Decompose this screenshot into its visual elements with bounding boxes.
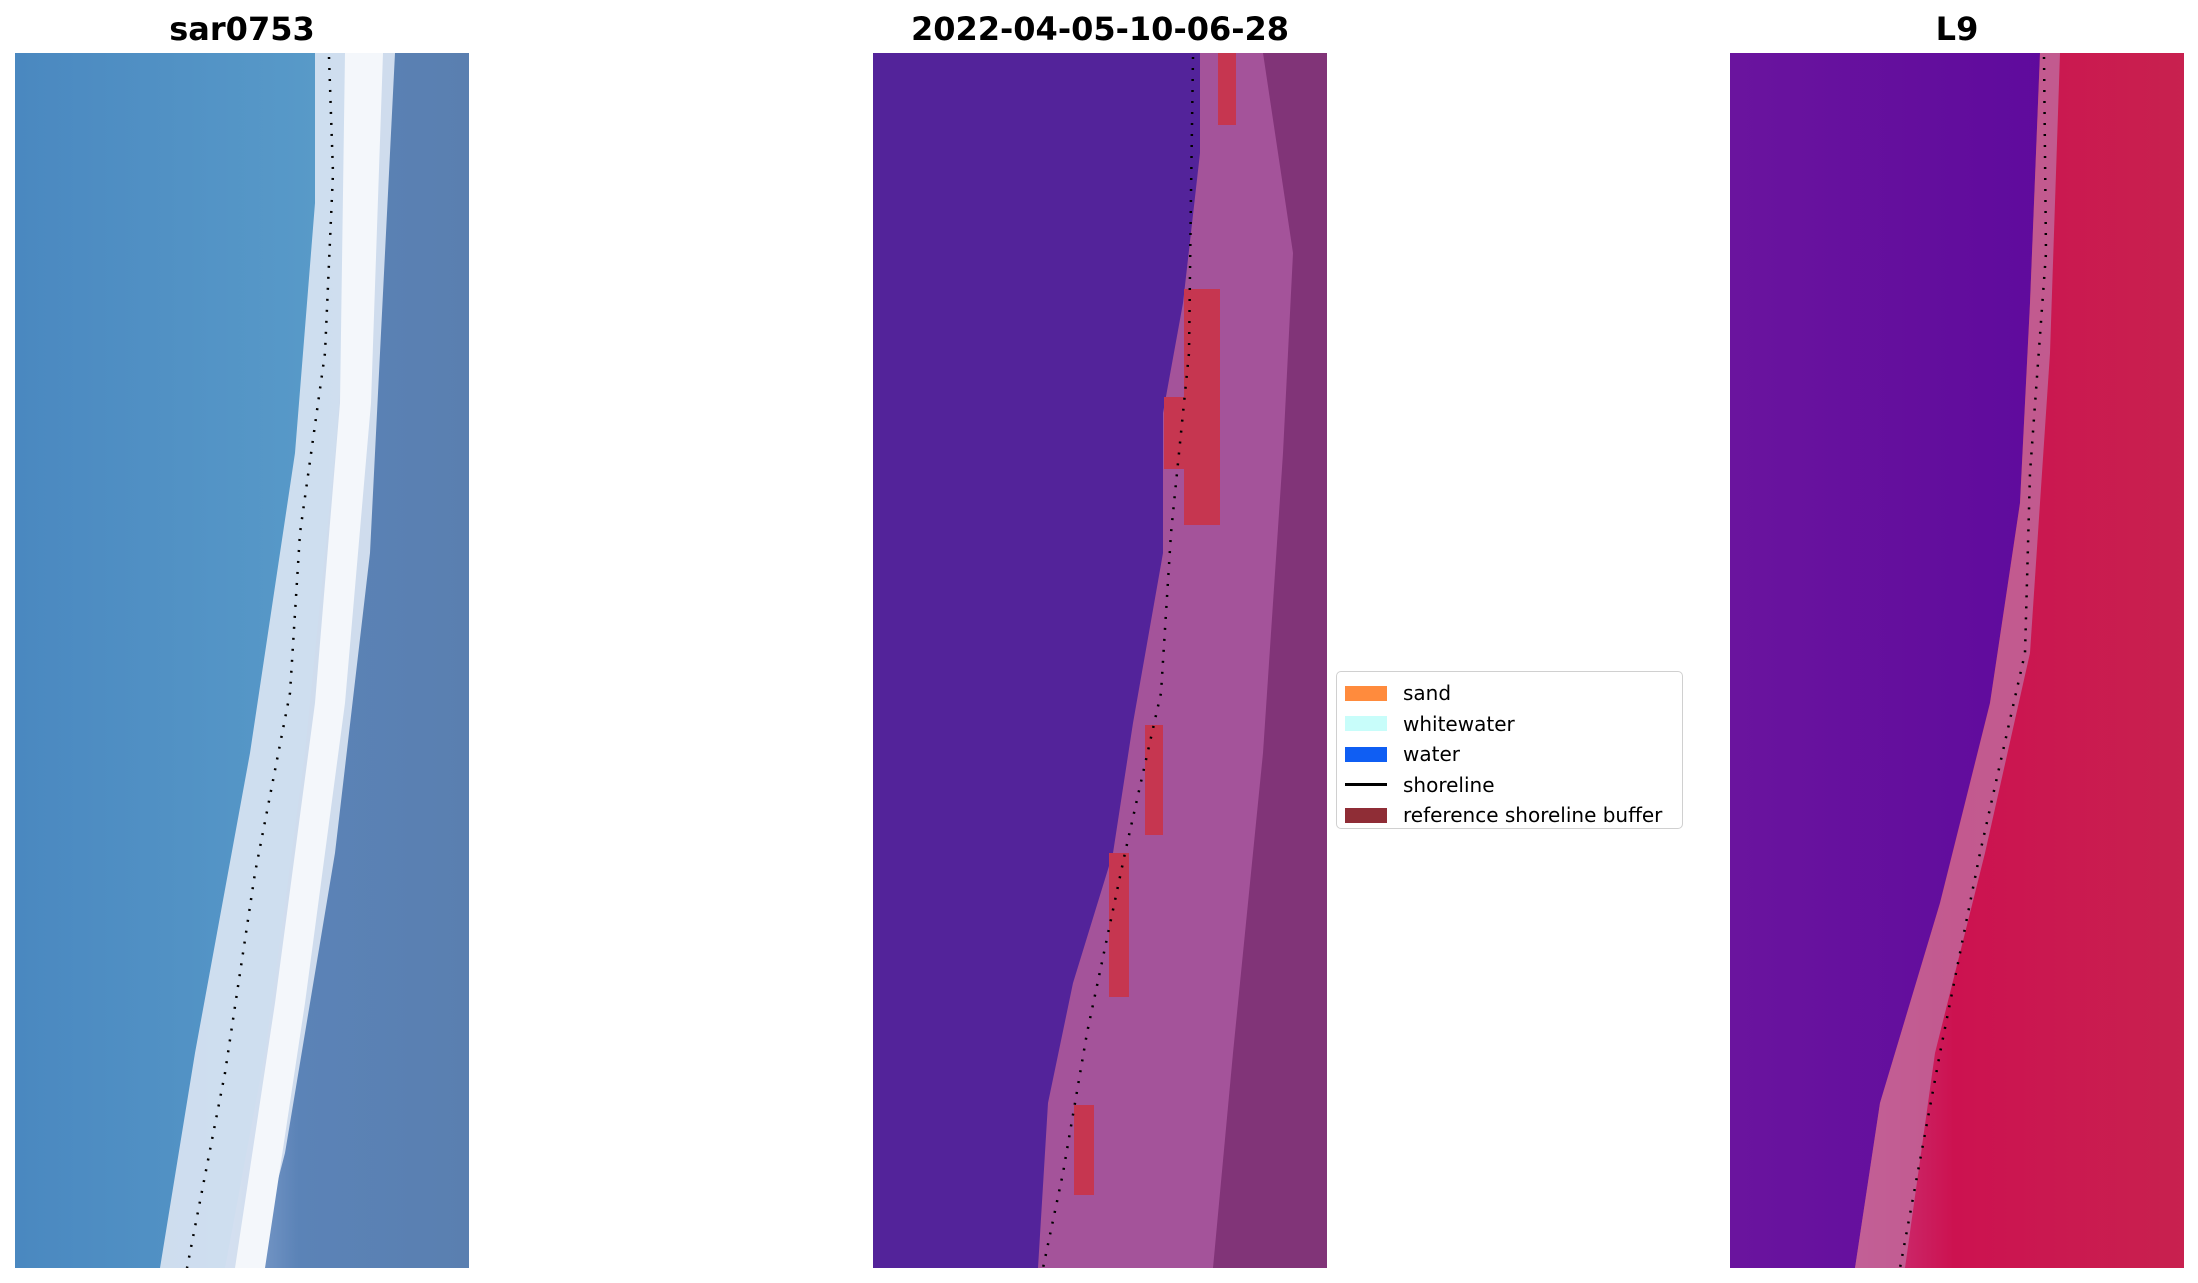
legend-swatch-sand (1345, 685, 1387, 701)
panel-title-index: L9 (1935, 10, 1979, 48)
legend-item-shoreline: shoreline (1345, 770, 1682, 801)
classification-image (873, 53, 1327, 1268)
rgb-image (15, 53, 469, 1268)
reference-buffer-patches (1074, 53, 1236, 1195)
legend-swatch-whitewater (1345, 716, 1387, 732)
legend-swatch-reference-buffer (1345, 807, 1387, 823)
panel-title-rgb: sar0753 (169, 10, 315, 48)
legend-label: water (1403, 742, 1460, 767)
shoreline-trace (185, 56, 335, 1268)
index-image (1730, 53, 2184, 1268)
legend-item-reference-buffer: reference shoreline buffer (1345, 800, 1682, 831)
index-panel (1730, 53, 2184, 1268)
legend-label: reference shoreline buffer (1403, 803, 1663, 828)
legend-item-water: water (1345, 739, 1682, 770)
legend: sand whitewater water shoreline referenc… (1336, 671, 1683, 829)
legend-item-whitewater: whitewater (1345, 709, 1682, 740)
legend-label: sand (1403, 681, 1452, 706)
legend-label: whitewater (1403, 711, 1515, 736)
panel-title-classification: 2022-04-05-10-06-28 (910, 10, 1290, 48)
legend-swatch-water (1345, 746, 1387, 762)
legend-label: shoreline (1403, 772, 1495, 797)
shoreline-trace (1041, 56, 1195, 1268)
rgb-image-panel (15, 53, 469, 1268)
legend-line-shoreline (1345, 783, 1387, 787)
legend-item-sand: sand (1345, 678, 1682, 709)
classification-panel (873, 53, 1327, 1268)
